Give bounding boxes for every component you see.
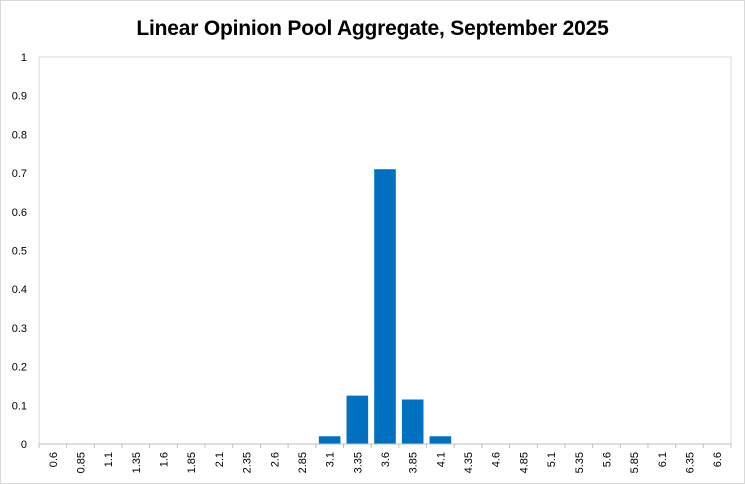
y-tick-label: 0.6 (12, 207, 27, 219)
x-tick-label: 2.85 (297, 452, 309, 473)
y-tick-label: 0.2 (12, 362, 27, 374)
x-tick-label: 6.6 (712, 452, 724, 467)
x-tick-label: 0.6 (48, 452, 60, 467)
x-tick-label: 3.35 (352, 452, 364, 473)
x-tick-label: 1.1 (103, 452, 115, 467)
chart-title: Linear Opinion Pool Aggregate, September… (136, 17, 609, 40)
x-tick-label: 3.1 (325, 452, 337, 467)
y-tick-label: 0 (21, 439, 27, 451)
x-tick-label: 1.85 (186, 452, 198, 473)
bars (318, 169, 452, 445)
y-tick-label: 0.8 (12, 129, 27, 141)
y-tick-label: 0.7 (12, 168, 27, 180)
y-tick-label: 1 (21, 52, 27, 64)
x-tick-label: 6.1 (657, 452, 669, 467)
x-tick-label: 4.6 (491, 452, 503, 467)
x-tick-label: 2.1 (214, 452, 226, 467)
x-tick-label: 2.35 (242, 452, 254, 473)
y-tick-label: 0.1 (12, 400, 27, 412)
bar (374, 169, 396, 445)
y-tick-label: 0.3 (12, 323, 27, 335)
x-tick-label: 0.85 (76, 452, 88, 473)
x-tick-label: 2.6 (269, 452, 281, 467)
x-tick-label: 4.1 (435, 452, 447, 467)
x-tick-label: 5.1 (546, 452, 558, 467)
x-tick-label: 4.35 (463, 452, 475, 473)
x-tick-label: 5.35 (574, 452, 586, 473)
x-axis-ticks: 0.6 0.85 1.1 1.35 1.6 1.85 2.1 2.35 2.6 2.85 3.1 3.… (38, 444, 732, 473)
x-tick-label: 5.85 (629, 452, 641, 473)
x-tick-label: 6.35 (684, 452, 696, 473)
bar (318, 436, 341, 444)
bar (346, 395, 369, 444)
y-axis-ticks: 0 0.1 0.2 0.3 0.4 0.5 0.6 0.7 0.8 0.9 1 (12, 52, 27, 451)
y-tick-label: 0.4 (12, 284, 27, 296)
y-tick-label: 0.5 (12, 246, 27, 258)
x-tick-label: 4.85 (518, 452, 530, 473)
bar (401, 399, 424, 444)
x-tick-label: 5.6 (601, 452, 613, 467)
x-tick-label: 1.35 (131, 452, 143, 473)
y-tick-label: 0.9 (12, 91, 27, 103)
bar (429, 436, 452, 444)
x-tick-label: 3.85 (408, 452, 420, 473)
x-tick-label: 3.6 (380, 452, 392, 467)
x-tick-label: 1.6 (159, 452, 171, 467)
